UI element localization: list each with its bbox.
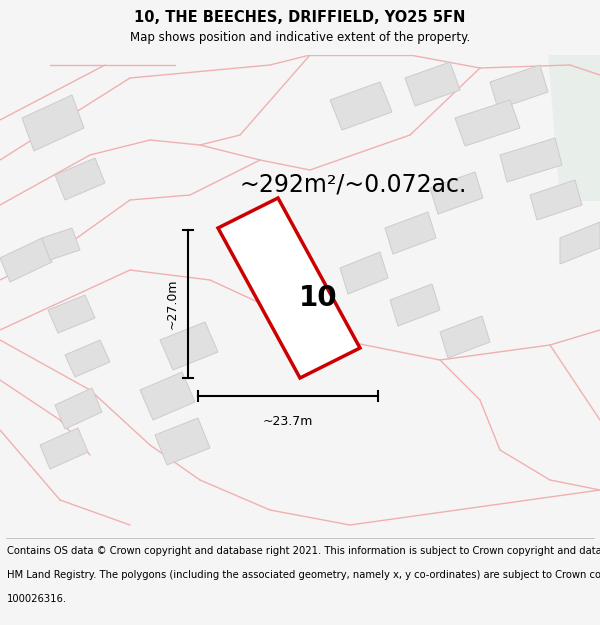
Polygon shape: [48, 295, 95, 333]
Polygon shape: [55, 158, 105, 200]
Text: 100026316.: 100026316.: [7, 594, 67, 604]
Polygon shape: [155, 418, 210, 465]
Polygon shape: [55, 388, 102, 429]
Polygon shape: [160, 322, 218, 370]
Text: Contains OS data © Crown copyright and database right 2021. This information is : Contains OS data © Crown copyright and d…: [7, 546, 600, 556]
Polygon shape: [22, 95, 84, 151]
Polygon shape: [430, 172, 483, 214]
Text: Map shows position and indicative extent of the property.: Map shows position and indicative extent…: [130, 31, 470, 44]
Polygon shape: [140, 372, 195, 420]
Text: ~292m²/~0.072ac.: ~292m²/~0.072ac.: [240, 173, 467, 197]
Polygon shape: [455, 100, 520, 146]
Polygon shape: [42, 228, 80, 260]
Polygon shape: [560, 222, 600, 264]
Text: 10: 10: [299, 284, 337, 312]
Polygon shape: [405, 62, 460, 106]
Text: ~23.7m: ~23.7m: [263, 415, 313, 428]
Polygon shape: [40, 428, 88, 469]
Polygon shape: [340, 252, 388, 294]
Polygon shape: [500, 138, 562, 182]
Text: ~27.0m: ~27.0m: [166, 279, 179, 329]
Polygon shape: [440, 316, 490, 358]
Polygon shape: [218, 198, 360, 378]
Polygon shape: [330, 82, 392, 130]
Polygon shape: [530, 180, 582, 220]
Text: 10, THE BEECHES, DRIFFIELD, YO25 5FN: 10, THE BEECHES, DRIFFIELD, YO25 5FN: [134, 11, 466, 26]
Polygon shape: [548, 55, 600, 200]
Polygon shape: [490, 65, 548, 109]
Polygon shape: [65, 340, 110, 377]
Polygon shape: [385, 212, 436, 254]
Text: HM Land Registry. The polygons (including the associated geometry, namely x, y c: HM Land Registry. The polygons (includin…: [7, 570, 600, 580]
Polygon shape: [390, 284, 440, 326]
Polygon shape: [0, 238, 52, 282]
